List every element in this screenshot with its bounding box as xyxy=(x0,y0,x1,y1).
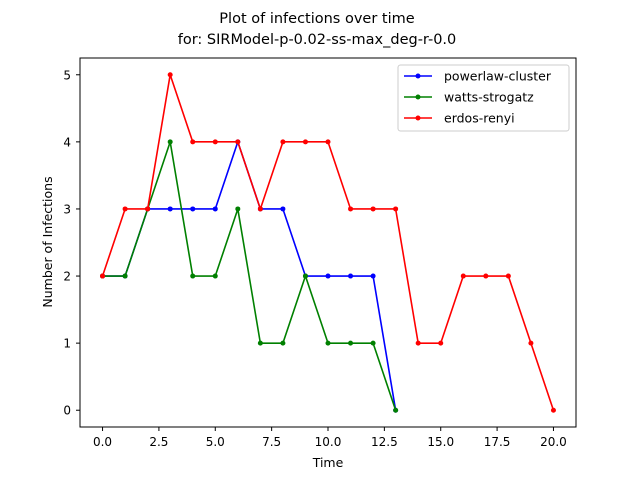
data-point xyxy=(325,273,331,279)
data-point xyxy=(415,340,421,346)
y-tick-label: 3 xyxy=(63,202,71,216)
data-point xyxy=(212,206,218,212)
data-point xyxy=(257,340,263,346)
data-point xyxy=(212,139,218,145)
data-point xyxy=(393,206,399,212)
data-point xyxy=(190,273,196,279)
x-tick-label: 0.0 xyxy=(93,435,112,449)
x-tick-label: 5.0 xyxy=(206,435,225,449)
series-line xyxy=(102,141,397,411)
data-point xyxy=(122,206,128,212)
x-tick-label: 12.5 xyxy=(371,435,398,449)
legend-item: powerlaw-cluster xyxy=(404,69,552,84)
legend-marker xyxy=(415,94,421,100)
series-layer xyxy=(100,72,556,413)
data-point xyxy=(280,139,286,145)
y-tick-label: 2 xyxy=(63,270,71,284)
data-point xyxy=(235,139,241,145)
data-point xyxy=(167,206,173,212)
legend-label: powerlaw-cluster xyxy=(444,69,552,84)
data-point xyxy=(348,206,354,212)
x-tick-label: 2.5 xyxy=(149,435,168,449)
chart-title: Plot of infections over time xyxy=(219,11,414,27)
data-point xyxy=(370,273,376,279)
data-point xyxy=(325,340,331,346)
legend-label: erdos-renyi xyxy=(444,111,515,126)
data-point xyxy=(167,72,173,78)
data-point xyxy=(190,206,196,212)
data-point xyxy=(280,206,286,212)
x-axis-label: Time xyxy=(312,455,344,470)
data-point xyxy=(505,273,511,279)
data-point xyxy=(302,273,308,279)
y-tick-label: 0 xyxy=(63,404,71,418)
data-point xyxy=(212,273,218,279)
y-tick-label: 4 xyxy=(63,135,71,149)
data-point xyxy=(348,273,354,279)
x-tick-label: 17.5 xyxy=(484,435,511,449)
x-tick-label: 20.0 xyxy=(540,435,567,449)
data-point xyxy=(483,273,489,279)
y-tick-label: 5 xyxy=(63,68,71,82)
series-erdos-renyi xyxy=(100,72,556,413)
legend-label: watts-strogatz xyxy=(444,90,534,105)
data-point xyxy=(393,407,399,413)
plot-area: 0.0 2.5 5.0 7.5 10.0 12.5 15.0 17.5 20.0 0 1 2 3 4 5 xyxy=(63,57,577,449)
x-axis-ticks: 0.0 2.5 5.0 7.5 10.0 12.5 15.0 17.5 20.0 xyxy=(93,427,567,449)
data-point xyxy=(325,139,331,145)
y-tick-label: 1 xyxy=(63,337,71,351)
y-axis-label: Number of Infections xyxy=(40,176,55,307)
legend-item: watts-strogatz xyxy=(404,90,534,105)
data-point xyxy=(257,206,263,212)
data-point xyxy=(550,407,556,413)
x-tick-label: 10.0 xyxy=(315,435,342,449)
data-point xyxy=(438,340,444,346)
legend-marker xyxy=(415,115,421,121)
data-point xyxy=(460,273,466,279)
data-point xyxy=(100,273,106,279)
data-point xyxy=(528,340,534,346)
x-tick-label: 7.5 xyxy=(262,435,281,449)
legend: powerlaw-cluster watts-strogatz erdos-reny… xyxy=(397,64,570,132)
data-point xyxy=(348,340,354,346)
data-point xyxy=(145,206,151,212)
data-point xyxy=(302,139,308,145)
chart-subtitle: for: SIRModel-p-0.02-ss-max_deg-r-0.0 xyxy=(178,32,457,48)
legend-item: erdos-renyi xyxy=(404,111,515,126)
data-point xyxy=(235,206,241,212)
data-point xyxy=(370,206,376,212)
data-point xyxy=(122,273,128,279)
data-point xyxy=(167,139,173,145)
data-point xyxy=(190,139,196,145)
y-axis-ticks: 0 1 2 3 4 5 xyxy=(63,68,80,418)
x-tick-label: 15.0 xyxy=(427,435,454,449)
legend-marker xyxy=(415,73,421,79)
data-point xyxy=(280,340,286,346)
legend-box xyxy=(397,64,570,132)
data-point xyxy=(370,340,376,346)
